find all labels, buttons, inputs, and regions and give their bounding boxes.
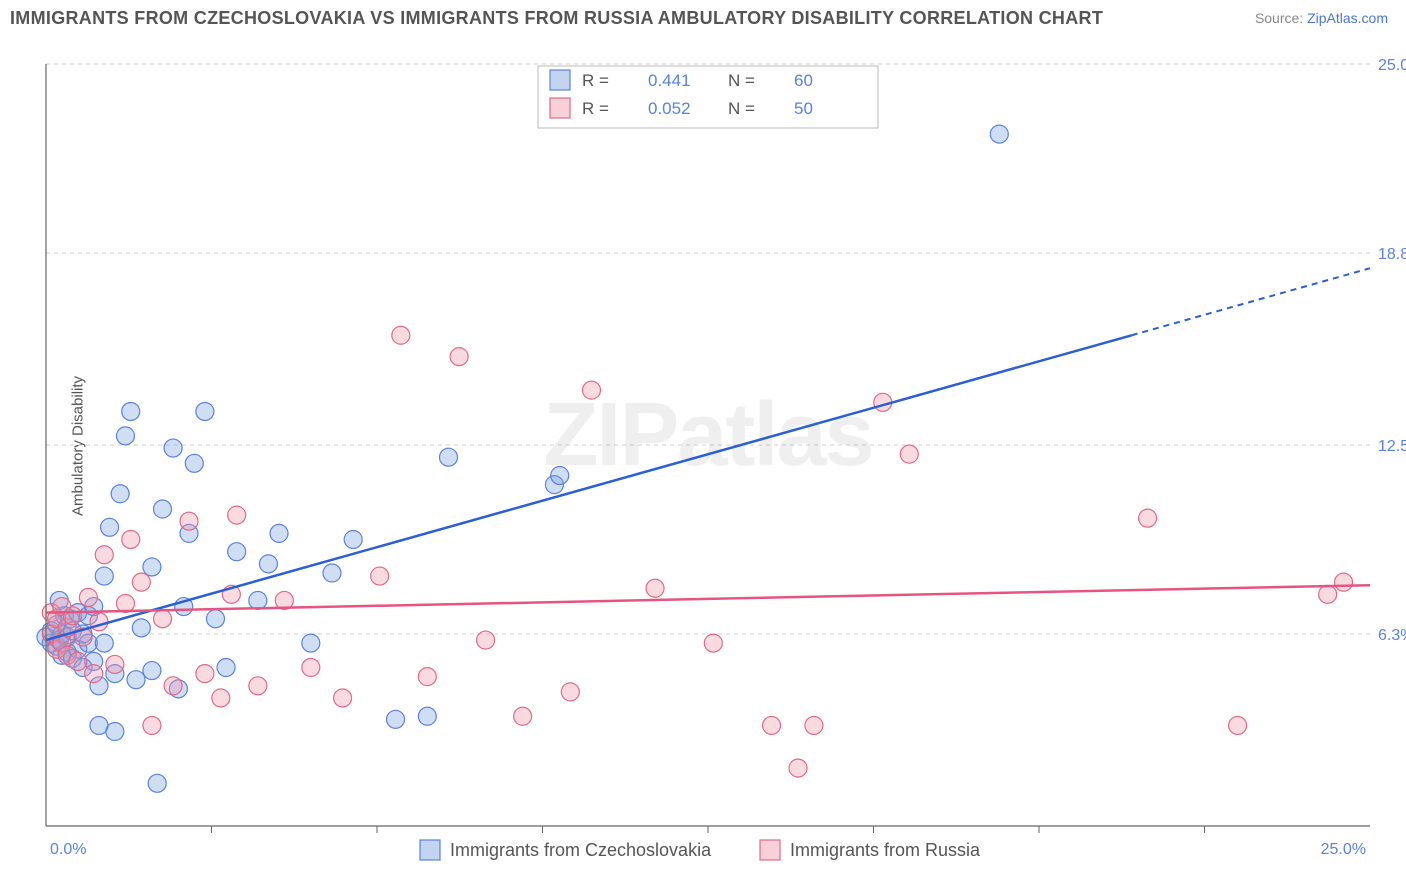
data-point <box>805 716 823 734</box>
data-point <box>392 326 410 344</box>
legend-swatch <box>760 840 780 860</box>
data-point <box>334 689 352 707</box>
data-point <box>127 671 145 689</box>
data-point <box>387 710 405 728</box>
data-point <box>101 518 119 536</box>
data-point <box>132 573 150 591</box>
legend-r-label: R = <box>582 71 609 90</box>
data-point <box>217 659 235 677</box>
legend-series-label: Immigrants from Russia <box>790 840 981 860</box>
data-point <box>439 448 457 466</box>
data-point <box>1139 509 1157 527</box>
data-point <box>180 512 198 530</box>
data-point <box>418 668 436 686</box>
data-point <box>95 634 113 652</box>
data-point <box>1335 573 1353 591</box>
data-point <box>63 607 81 625</box>
x-tick-label: 0.0% <box>50 841 86 858</box>
trend-line-blue-dash <box>1132 268 1370 335</box>
legend-r-label: R = <box>582 99 609 118</box>
legend-n-value: 60 <box>794 71 813 90</box>
data-point <box>561 683 579 701</box>
data-point <box>763 716 781 734</box>
data-point <box>85 665 103 683</box>
data-point <box>1229 716 1247 734</box>
legend-r-value: 0.441 <box>648 71 691 90</box>
data-point <box>143 716 161 734</box>
data-point <box>990 125 1008 143</box>
data-point <box>228 506 246 524</box>
data-point <box>143 558 161 576</box>
y-tick-label: 25.0% <box>1378 57 1406 74</box>
data-point <box>582 381 600 399</box>
data-point <box>646 579 664 597</box>
data-point <box>249 591 267 609</box>
trend-line-pink <box>46 585 1370 612</box>
legend-r-value: 0.052 <box>648 99 691 118</box>
data-point <box>79 588 97 606</box>
data-point <box>111 485 129 503</box>
data-point <box>418 707 436 725</box>
data-point <box>228 543 246 561</box>
data-point <box>450 348 468 366</box>
data-point <box>116 427 134 445</box>
data-point <box>154 500 172 518</box>
y-tick-label: 12.5% <box>1378 438 1406 455</box>
data-point <box>132 619 150 637</box>
legend-swatch <box>550 70 570 90</box>
data-point <box>900 445 918 463</box>
data-point <box>477 631 495 649</box>
data-point <box>212 689 230 707</box>
data-point <box>164 439 182 457</box>
data-point <box>164 677 182 695</box>
legend-n-label: N = <box>728 99 755 118</box>
data-point <box>196 665 214 683</box>
data-point <box>302 659 320 677</box>
data-point <box>249 677 267 695</box>
data-point <box>302 634 320 652</box>
watermark: ZIPatlas <box>543 385 872 485</box>
data-point <box>514 707 532 725</box>
data-point <box>185 454 203 472</box>
data-point <box>323 564 341 582</box>
data-point <box>148 774 166 792</box>
data-point <box>789 759 807 777</box>
data-point <box>122 530 140 548</box>
y-tick-label: 6.3% <box>1378 627 1406 644</box>
y-tick-label: 18.8% <box>1378 246 1406 263</box>
data-point <box>270 524 288 542</box>
data-point <box>95 567 113 585</box>
data-point <box>371 567 389 585</box>
data-point <box>143 662 161 680</box>
data-point <box>1319 585 1337 603</box>
data-point <box>196 402 214 420</box>
data-point <box>122 402 140 420</box>
legend-n-value: 50 <box>794 99 813 118</box>
data-point <box>344 530 362 548</box>
x-tick-label: 25.0% <box>1321 841 1366 858</box>
data-point <box>154 610 172 628</box>
data-point <box>106 655 124 673</box>
data-point <box>95 546 113 564</box>
data-point <box>106 723 124 741</box>
data-point <box>69 652 87 670</box>
data-point <box>704 634 722 652</box>
data-point <box>259 555 277 573</box>
legend-swatch <box>550 98 570 118</box>
legend-swatch <box>420 840 440 860</box>
data-point <box>551 466 569 484</box>
legend-series-label: Immigrants from Czechoslovakia <box>450 840 712 860</box>
legend-n-label: N = <box>728 71 755 90</box>
data-point <box>206 610 224 628</box>
chart-canvas: 6.3% 12.5% 18.8% 25.0% ZIPatlas 0.0% 25.0% R = 0… <box>0 0 1406 892</box>
